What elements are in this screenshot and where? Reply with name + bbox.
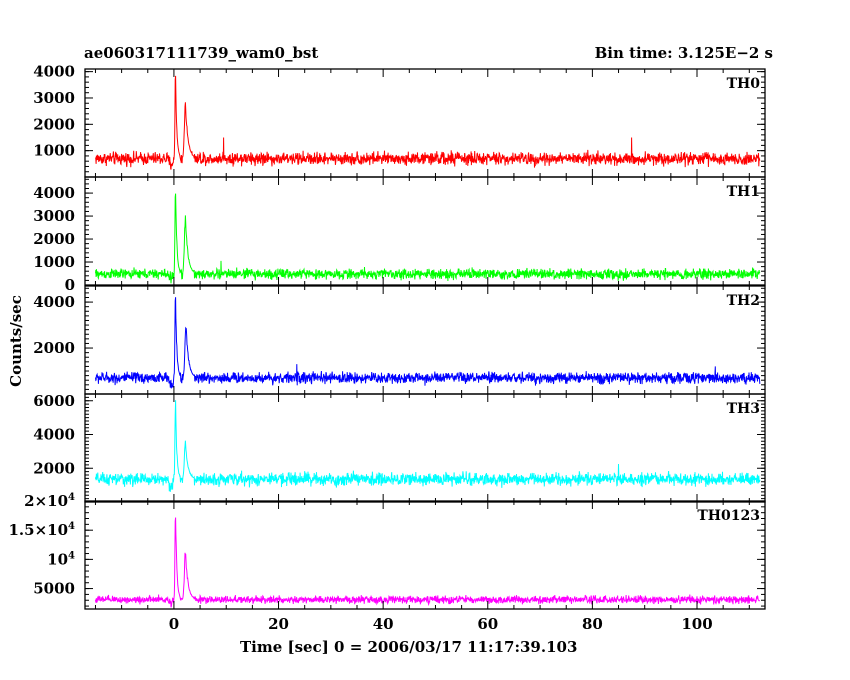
bin-time-label: Bin time: 3.125E−2 s [594,44,773,62]
y-tick-label: 2×104 [24,492,75,510]
series-line-th1 [95,193,761,284]
panel-frame-th0123 [84,500,766,610]
y-tick-label: 104 [47,550,75,568]
panel-label-th2: TH2 [727,293,760,309]
y-tick-label: 4000 [33,426,75,444]
y-tick-label: 2000 [33,459,75,477]
series-line-th0 [95,75,761,170]
x-tick-label: 20 [268,615,289,633]
panel-frame-th3 [84,393,766,503]
series-line-th2 [95,297,761,389]
panel-label-th0123: TH0123 [697,508,760,524]
y-tick-label: 1000 [33,253,75,271]
y-tick-label: 4000 [33,293,75,311]
y-tick-label: 4000 [33,63,75,81]
y-tick-label: 5000 [33,580,75,598]
x-tick-label: 80 [582,615,603,633]
y-tick-label: 2000 [33,339,75,357]
y-tick-label: 4000 [33,184,75,202]
y-tick-label: 3000 [33,89,75,107]
chart-title: ae060317111739_wam0_bst [84,44,319,62]
y-tick-label: 6000 [33,392,75,410]
y-tick-label: 2000 [33,230,75,248]
x-tick-label: 60 [477,615,498,633]
x-tick-label: 40 [373,615,394,633]
y-tick-label: 2000 [33,115,75,133]
panel-label-th3: TH3 [727,401,760,417]
panel-label-th0: TH0 [727,76,761,92]
x-axis-label: Time [sec] 0 = 2006/03/17 11:17:39.103 [240,638,578,656]
panel-label-th1: TH1 [727,184,760,200]
y-tick-label: 1.5×104 [8,521,75,539]
y-tick-label: 0 [65,276,75,294]
y-tick-label: 1000 [33,142,75,160]
y-tick-label: 3000 [33,207,75,225]
x-tick-label: 100 [681,615,712,633]
panel-frame-th1 [84,176,766,286]
series-line-th0123 [95,517,761,608]
series-line-th3 [95,400,761,492]
x-tick-label: 0 [169,615,179,633]
